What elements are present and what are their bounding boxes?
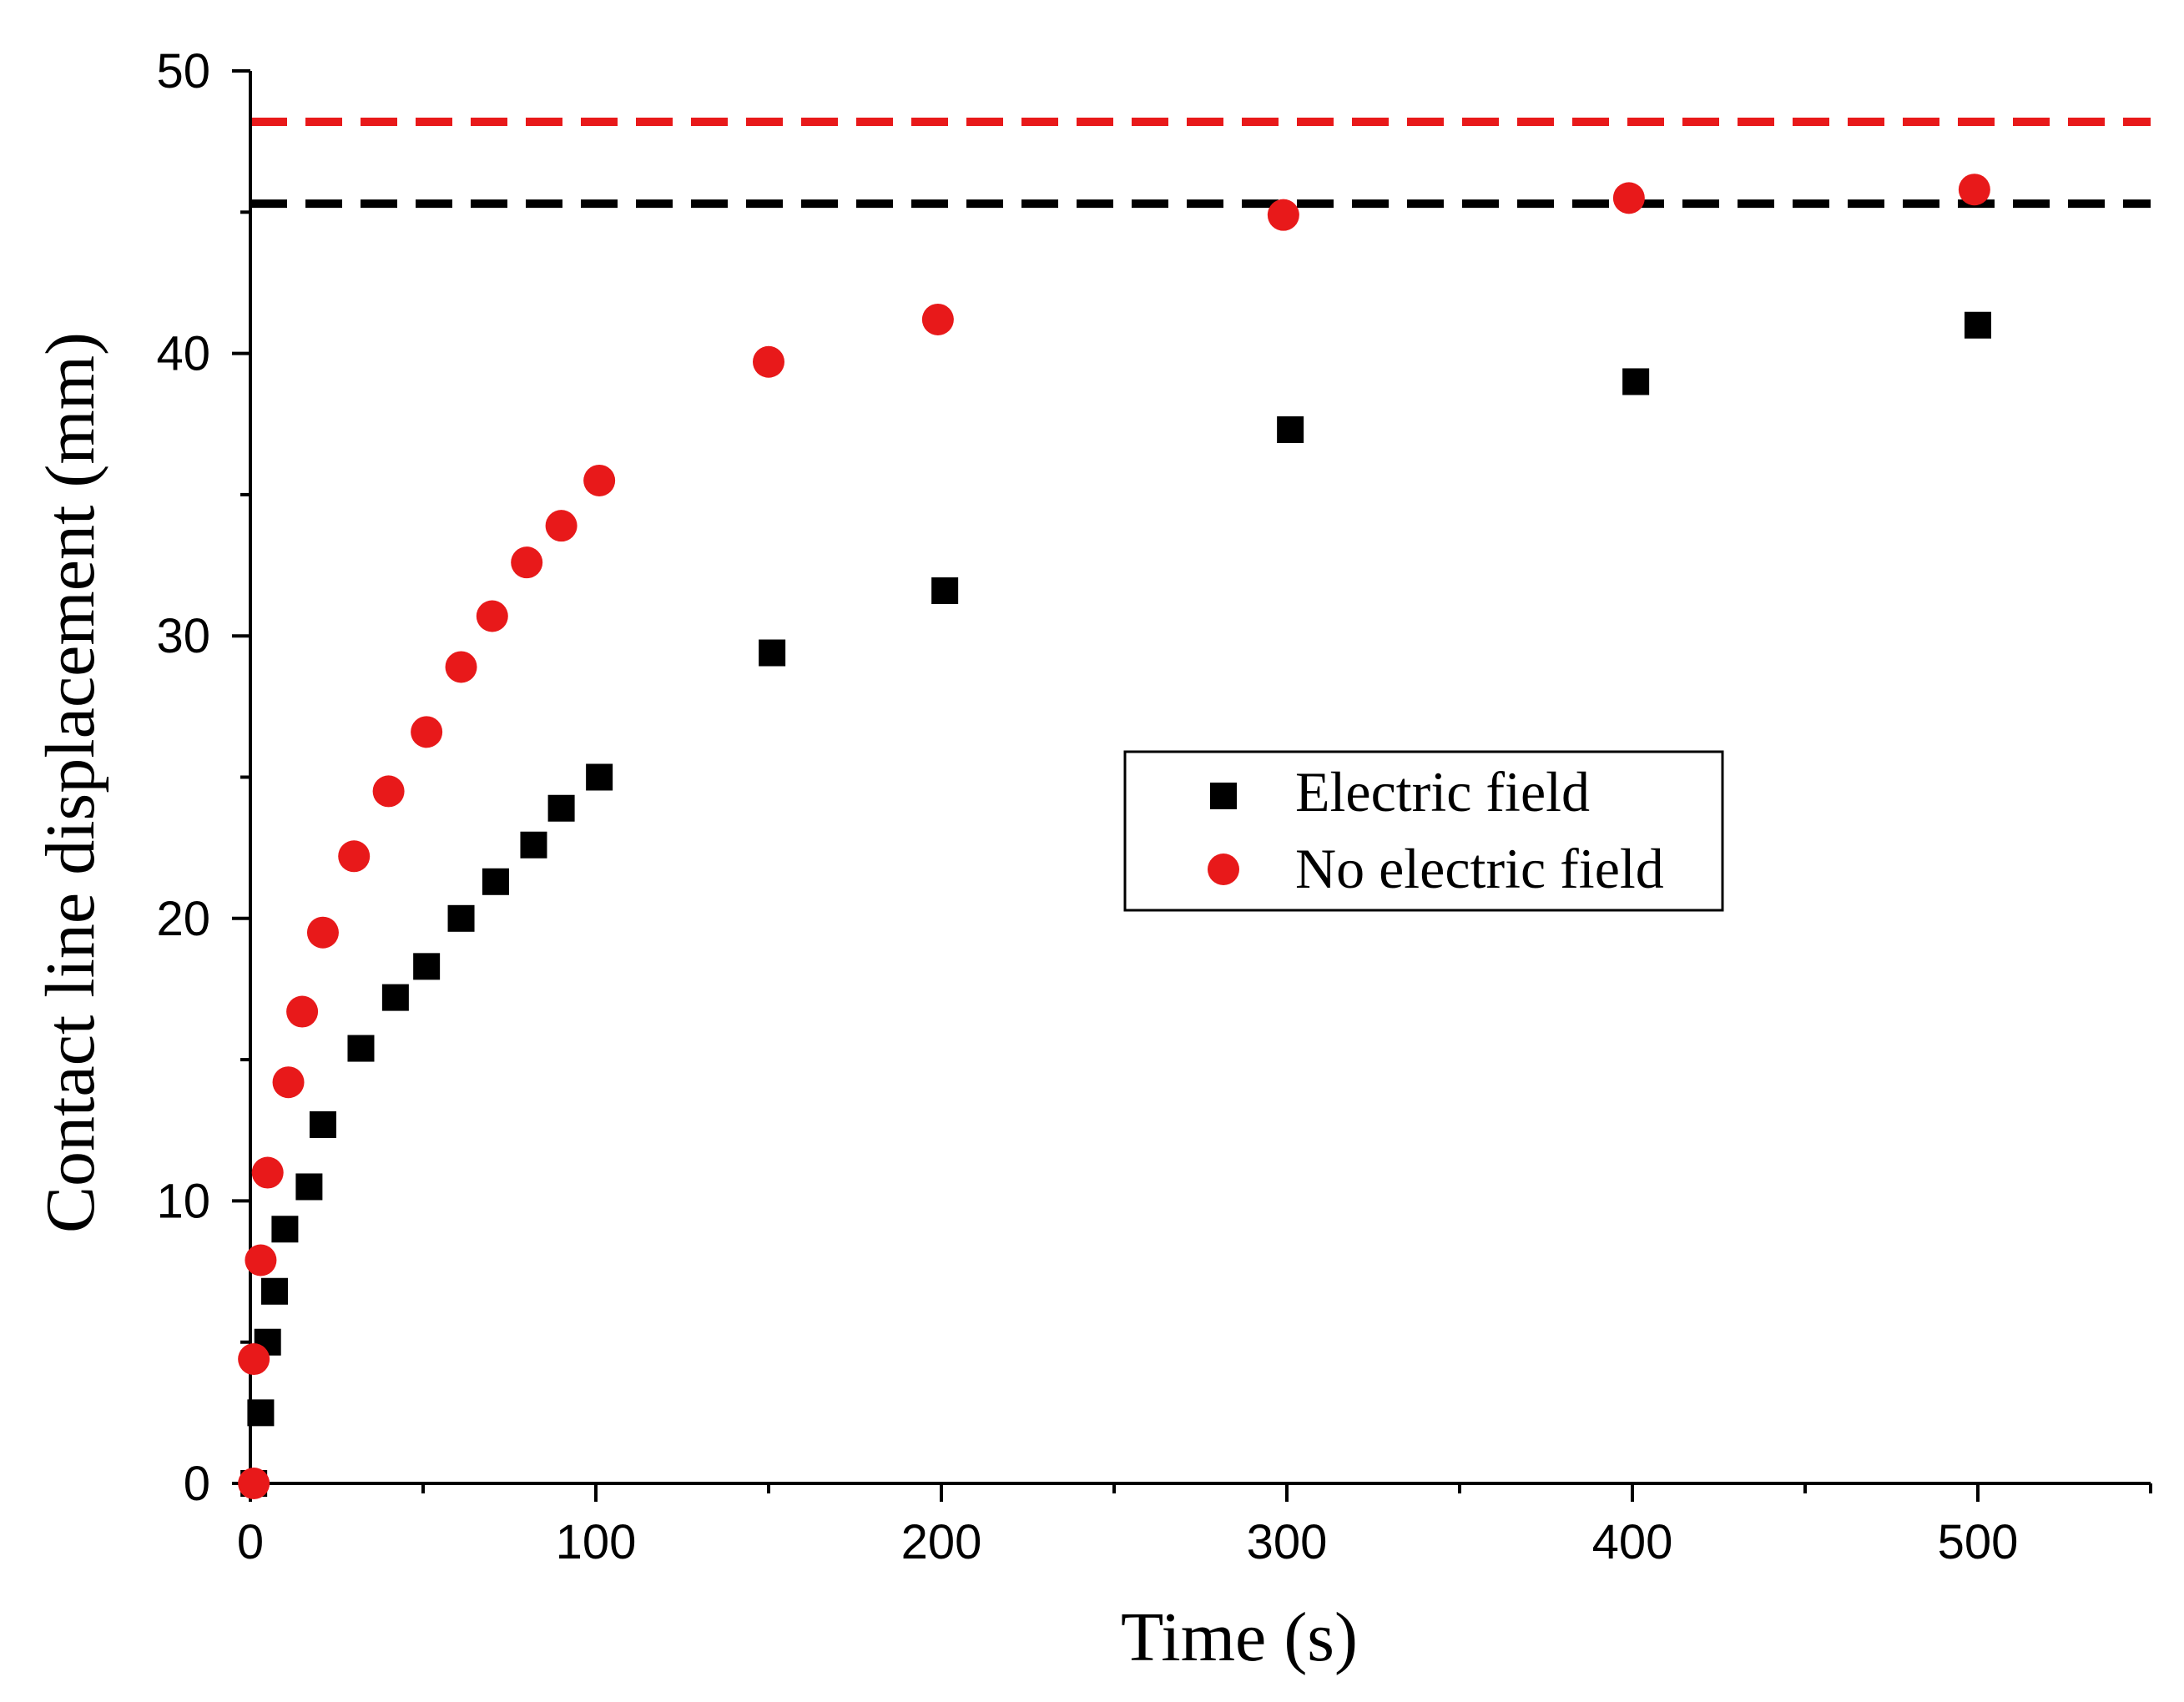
point-electric-field (271, 1216, 299, 1243)
point-electric-field (759, 639, 786, 667)
x-tick-labels: 0 100 200 300 400 500 (237, 1515, 2019, 1569)
point-no-electric-field (583, 464, 616, 496)
x-tick-label: 500 (1938, 1515, 2019, 1569)
point-electric-field (447, 904, 475, 932)
point-no-electric-field (445, 651, 477, 683)
point-electric-field (931, 577, 959, 605)
y-tick-label: 50 (156, 44, 210, 98)
axes (232, 69, 2152, 1502)
legend-marker-electric-field (1210, 783, 1237, 809)
point-no-electric-field (411, 716, 443, 748)
point-no-electric-field (1612, 182, 1645, 214)
y-tick-labels: 0 10 20 30 40 50 (156, 44, 210, 1511)
point-electric-field (1965, 311, 1991, 339)
point-no-electric-field (921, 303, 954, 335)
point-no-electric-field (511, 546, 543, 579)
legend-marker-no-electric-field (1208, 854, 1239, 885)
point-no-electric-field (1958, 174, 1990, 206)
y-tick-label: 40 (156, 327, 210, 381)
point-no-electric-field (545, 510, 578, 542)
y-tick-label: 30 (156, 609, 210, 663)
legend-label-no-electric-field: No electric field (1295, 837, 1664, 900)
point-no-electric-field (272, 1066, 305, 1099)
y-tick-label: 0 (184, 1457, 210, 1511)
point-electric-field (247, 1399, 275, 1427)
x-tick-label: 400 (1592, 1515, 1673, 1569)
x-tick-label: 0 (237, 1515, 264, 1569)
point-no-electric-field (338, 840, 371, 873)
reference-lines (250, 117, 2151, 209)
point-electric-field (295, 1173, 323, 1201)
point-electric-field (586, 763, 613, 791)
point-no-electric-field (372, 775, 405, 808)
point-no-electric-field (245, 1244, 277, 1276)
point-no-electric-field (251, 1156, 284, 1189)
point-no-electric-field (476, 600, 508, 632)
y-axis-title: Contact line displacement (mm) (32, 332, 109, 1233)
legend: Electric field No electric field (1123, 750, 1724, 912)
point-electric-field (381, 984, 409, 1011)
x-tick-label: 100 (556, 1515, 637, 1569)
point-no-electric-field (306, 916, 339, 949)
y-tick-label: 20 (156, 892, 210, 946)
x-axis-title: Time (s) (1121, 1599, 1358, 1676)
point-electric-field (520, 831, 547, 859)
point-electric-field (482, 868, 509, 895)
x-tick-label: 300 (1247, 1515, 1328, 1569)
point-electric-field (347, 1035, 375, 1062)
point-electric-field (413, 953, 441, 980)
point-no-electric-field (753, 345, 784, 378)
y-tick-label: 10 (156, 1174, 210, 1228)
data-points (238, 174, 1991, 1499)
point-no-electric-field (238, 1468, 270, 1499)
point-electric-field (1622, 368, 1650, 395)
legend-label-electric-field: Electric field (1295, 760, 1590, 823)
point-no-electric-field (238, 1343, 270, 1376)
point-no-electric-field (286, 995, 319, 1028)
point-electric-field (260, 1277, 288, 1305)
point-electric-field (547, 794, 575, 822)
point-electric-field (309, 1110, 336, 1138)
x-tick-label: 200 (901, 1515, 982, 1569)
point-electric-field (1277, 416, 1304, 444)
point-no-electric-field (1267, 199, 1299, 231)
